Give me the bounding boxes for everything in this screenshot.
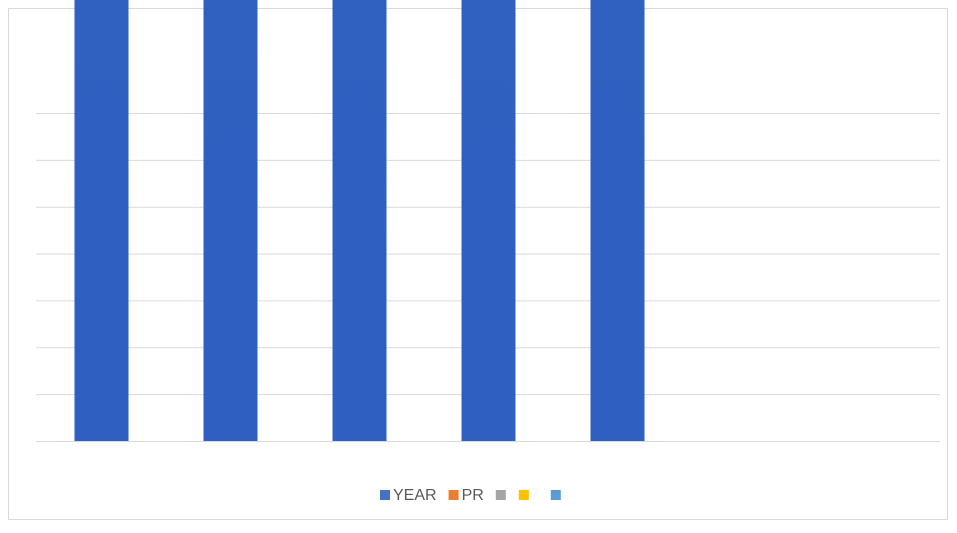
bar-segment: [590, 0, 645, 441]
bar-segment: [461, 0, 516, 441]
legend-swatch: [448, 490, 459, 500]
bar-segment: [203, 0, 258, 441]
bar-segment: [74, 0, 129, 441]
legend-swatch: [518, 490, 529, 500]
legend-label: PR: [462, 487, 484, 504]
legend-extra: [495, 490, 561, 500]
legend-swatch: [380, 490, 390, 500]
legend-label: YEAR: [393, 487, 437, 504]
legend-swatch: [495, 490, 506, 500]
legend-swatch: [550, 490, 561, 500]
bar-segment: [332, 0, 387, 441]
